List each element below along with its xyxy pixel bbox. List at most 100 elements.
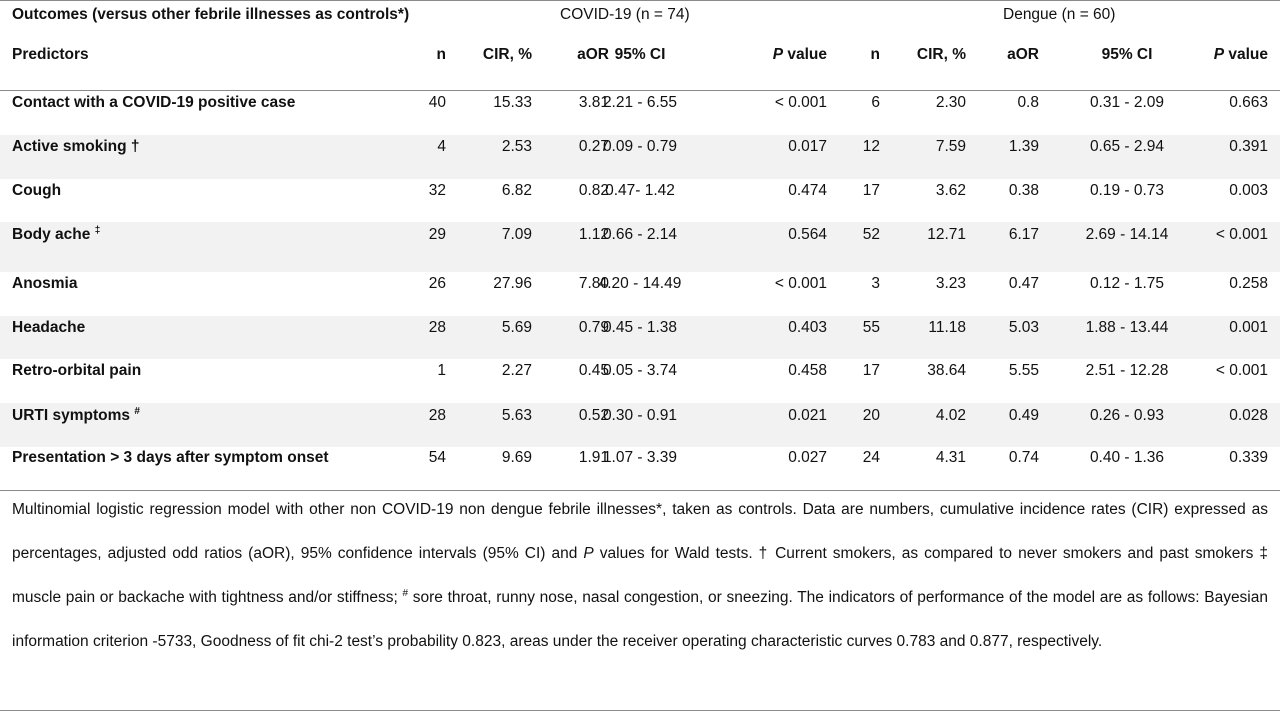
cell-c-aor: 0.27 bbox=[579, 138, 609, 156]
cell-text: 32 bbox=[428, 182, 446, 199]
cell-c-ci: 2.21 - 6.55 bbox=[580, 94, 700, 112]
page-end-rule bbox=[0, 710, 1280, 711]
cell-text: 5.55 bbox=[1008, 362, 1039, 379]
header-dengue-cir: CIR, % bbox=[916, 46, 966, 63]
cell-c-ci: 4.20 - 14.49 bbox=[580, 275, 700, 293]
cell-d-p: 0.339 bbox=[1229, 449, 1268, 467]
cell-text: 0.027 bbox=[788, 449, 827, 466]
cell-text: 1.91 bbox=[578, 449, 609, 466]
table-bottom-rule bbox=[0, 490, 1280, 491]
cell-d-cir: 11.18 bbox=[928, 319, 966, 337]
cell-text: 0.45 - 1.38 bbox=[602, 319, 678, 336]
cell-d-ci: 0.12 - 1.75 bbox=[1067, 275, 1187, 293]
cell-c-aor: 0.79 bbox=[579, 319, 609, 337]
cell-predictor: Contact with a COVID-19 positive case bbox=[12, 94, 295, 112]
cell-text: Active smoking † bbox=[12, 138, 140, 155]
header-covid-p: P value bbox=[773, 46, 827, 64]
column-header-row: Predictors n CIR, % aOR 95% CI P value n… bbox=[0, 46, 1280, 72]
cell-text: 54 bbox=[428, 449, 446, 466]
cell-text: 29 bbox=[428, 226, 446, 243]
footnote-part2: values for Wald tests. † Current smokers… bbox=[12, 545, 1268, 606]
cell-text: 7.59 bbox=[935, 138, 966, 155]
cell-d-ci: 2.69 - 14.14 bbox=[1067, 226, 1187, 244]
cell-text: 12.71 bbox=[927, 226, 966, 243]
cell-c-n: 40 bbox=[429, 94, 446, 112]
header-dengue-p-rest: value bbox=[1224, 46, 1268, 63]
cell-predictor: Retro-orbital pain bbox=[12, 362, 141, 380]
cell-text: 0.26 - 0.93 bbox=[1089, 407, 1165, 424]
cell-d-n: 52 bbox=[863, 226, 880, 244]
cell-text: 6.17 bbox=[1008, 226, 1039, 243]
outcomes-label: Outcomes (versus other febrile illnesses… bbox=[12, 6, 410, 23]
cell-text: Presentation > 3 days after symptom onse… bbox=[12, 449, 329, 466]
cell-d-aor: 0.8 bbox=[1017, 94, 1039, 112]
cell-c-cir: 27.96 bbox=[493, 275, 532, 293]
table-row: Headache 28 5.69 0.79 0.45 - 1.38 0.403 55 11.1… bbox=[0, 316, 1280, 359]
cell-text: 0.8 bbox=[1017, 94, 1039, 111]
cell-d-aor: 0.47 bbox=[1009, 275, 1039, 293]
cell-text: < 0.001 bbox=[774, 275, 827, 292]
cell-text: 1.12 bbox=[578, 226, 609, 243]
header-covid-ci: 95% CI bbox=[614, 46, 666, 63]
cell-text: 0.12 - 1.75 bbox=[1089, 275, 1165, 292]
table-row: Retro-orbital pain 1 2.27 0.45 0.05 - 3.74 0.… bbox=[0, 359, 1280, 403]
cell-text: 2.30 bbox=[935, 94, 966, 111]
cell-c-aor: 0.82 bbox=[579, 182, 609, 200]
header-dengue-p: P value bbox=[1214, 46, 1268, 64]
table-row: Cough 32 6.82 0.82 0.47- 1.42 0.474 17 3.62 0.38… bbox=[0, 179, 1280, 222]
header-covid-p-rest: value bbox=[783, 46, 827, 63]
outcomes-row: Outcomes (versus other febrile illnesses… bbox=[0, 6, 1280, 32]
table-row: Active smoking † 4 2.53 0.27 0.09 - 0.79 0.01… bbox=[0, 135, 1280, 179]
cell-text: 3.62 bbox=[935, 182, 966, 199]
cell-c-cir: 9.69 bbox=[502, 449, 532, 467]
cell-d-ci: 0.31 - 2.09 bbox=[1067, 94, 1187, 112]
cell-d-cir: 3.62 bbox=[936, 182, 966, 200]
cell-d-p: 0.258 bbox=[1229, 275, 1268, 293]
cell-text: 0.79 bbox=[578, 319, 609, 336]
cell-d-p: 0.391 bbox=[1229, 138, 1268, 156]
table-row: URTI symptoms #28 5.63 0.52 0.30 - 0.91 0.02… bbox=[0, 403, 1280, 447]
cell-c-p: 0.027 bbox=[788, 449, 827, 467]
cell-text: 27.96 bbox=[493, 275, 532, 292]
cell-text: < 0.001 bbox=[1215, 226, 1268, 243]
cell-c-p: 0.017 bbox=[788, 138, 827, 156]
cell-text: 2.21 - 6.55 bbox=[602, 94, 678, 111]
dengue-group-header: Dengue (n = 60) bbox=[1003, 6, 1116, 23]
cell-c-p: 0.474 bbox=[788, 182, 827, 200]
table-row: Presentation > 3 days after symptom onse… bbox=[0, 447, 1280, 490]
cell-text: 0.47- 1.42 bbox=[605, 182, 675, 199]
cell-text: 1.07 - 3.39 bbox=[602, 449, 678, 466]
cell-text: 20 bbox=[862, 407, 880, 424]
cell-text: URTI symptoms bbox=[12, 407, 135, 424]
cell-text: 0.47 bbox=[1008, 275, 1039, 292]
cell-text: 40 bbox=[428, 94, 446, 111]
cell-c-aor: 7.80 bbox=[579, 275, 609, 293]
cell-d-ci: 0.19 - 0.73 bbox=[1067, 182, 1187, 200]
cell-text: 28 bbox=[428, 407, 446, 424]
cell-text: 1.88 - 13.44 bbox=[1085, 319, 1169, 336]
cell-text: 0.52 bbox=[578, 407, 609, 424]
cell-text: 0.028 bbox=[1229, 407, 1268, 424]
cell-c-cir: 5.63 bbox=[502, 407, 532, 425]
cell-text: 0.45 bbox=[578, 362, 609, 379]
table-row: Body ache ‡ 29 7.09 1.12 0.66 - 2.14 0.564 52 1… bbox=[0, 222, 1280, 272]
cell-text: 28 bbox=[428, 319, 446, 336]
cell-d-p: < 0.001 bbox=[1216, 226, 1268, 244]
cell-text: 4 bbox=[437, 138, 446, 155]
cell-text: 1 bbox=[437, 362, 446, 379]
cell-c-p: 0.021 bbox=[788, 407, 827, 425]
cell-text: 0.66 - 2.14 bbox=[602, 226, 678, 243]
cell-text: < 0.001 bbox=[1215, 362, 1268, 379]
cell-c-n: 26 bbox=[429, 275, 446, 293]
cell-text: 0.564 bbox=[788, 226, 827, 243]
cell-d-cir: 2.30 bbox=[936, 94, 966, 112]
cell-d-ci: 0.26 - 0.93 bbox=[1067, 407, 1187, 425]
cell-text: 38.64 bbox=[927, 362, 966, 379]
cell-d-n: 24 bbox=[863, 449, 880, 467]
header-predictors: Predictors bbox=[12, 46, 89, 63]
cell-c-cir: 15.33 bbox=[493, 94, 532, 112]
cell-text: 55 bbox=[862, 319, 880, 336]
cell-c-ci: 0.45 - 1.38 bbox=[580, 319, 700, 337]
cell-c-ci: 1.07 - 3.39 bbox=[580, 449, 700, 467]
cell-c-n: 4 bbox=[437, 138, 446, 156]
